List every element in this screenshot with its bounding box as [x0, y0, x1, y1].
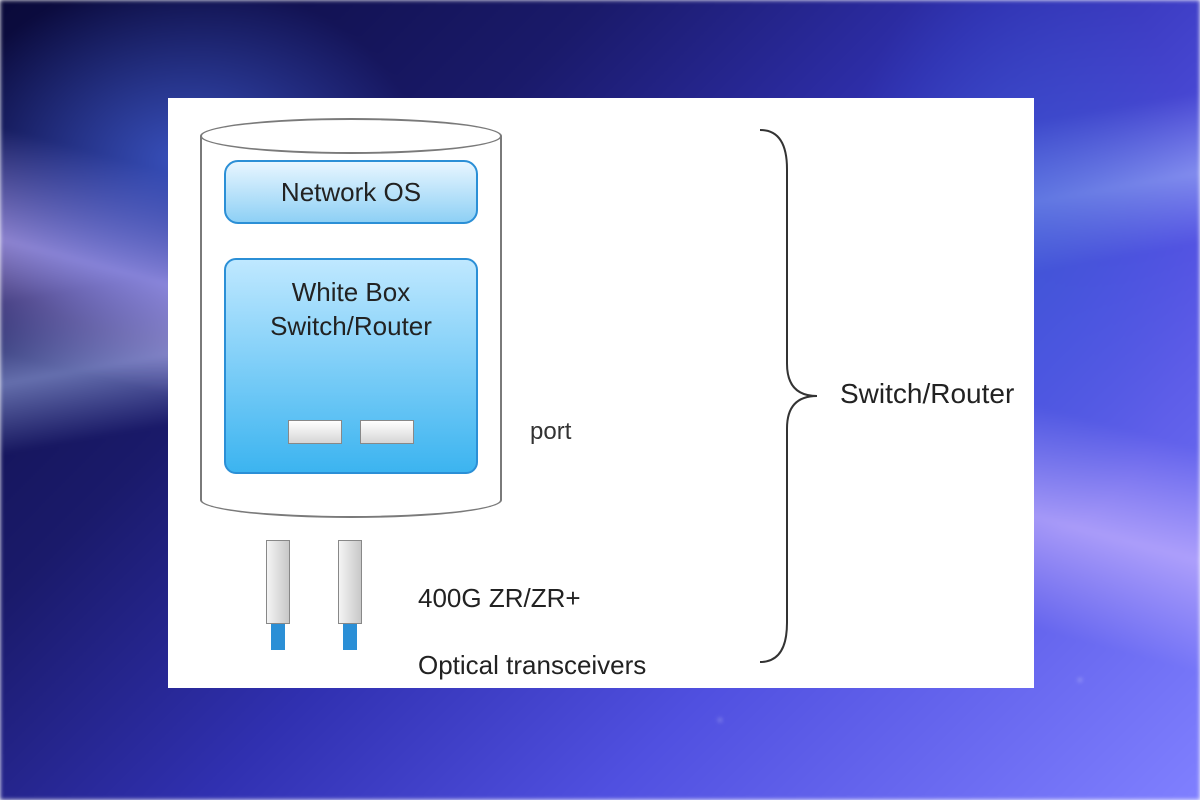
grouping-brace-icon: [760, 126, 820, 666]
port-slot: [360, 420, 414, 444]
diagram-panel: Network OS White Box Switch/Router port …: [168, 98, 1034, 688]
optical-transceiver: [338, 540, 362, 650]
transceiver-body: [338, 540, 362, 624]
network-os-box: Network OS: [224, 160, 478, 224]
optical-transceiver: [266, 540, 290, 650]
port-slot: [288, 420, 342, 444]
transceiver-body: [266, 540, 290, 624]
cylinder-top-ellipse: [200, 118, 502, 154]
port-label: port: [530, 418, 571, 446]
transceiver-tip: [271, 624, 285, 650]
brace-label: Switch/Router: [840, 378, 1014, 410]
transceiver-label-line2: Optical transceivers: [418, 649, 646, 683]
transceiver-label: 400G ZR/ZR+ Optical transceivers: [418, 548, 646, 717]
whitebox-label-line1: White Box: [226, 276, 476, 310]
whitebox-label-line2: Switch/Router: [226, 310, 476, 344]
transceiver-tip: [343, 624, 357, 650]
network-os-label: Network OS: [281, 177, 421, 208]
transceiver-label-line1: 400G ZR/ZR+: [418, 582, 646, 616]
whitebox-switch-router-box: White Box Switch/Router: [224, 258, 478, 474]
